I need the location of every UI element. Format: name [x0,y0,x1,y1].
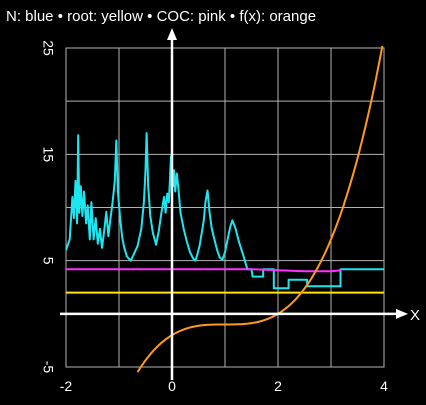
x-axis-label: X [410,307,420,324]
x-axis-arrow [396,308,408,319]
chart-title: N: blue • root: yellow • COC: pink • f(x… [6,8,316,25]
x-tick-label: -2 [60,378,73,394]
series-line-f-x [136,45,384,373]
x-tick-label: 0 [168,378,176,394]
y-tick-label: -5 [40,361,56,374]
y-tick-label: 5 [40,257,56,265]
series-line-n [65,132,384,290]
tick-labels: -2 0 2 4 -5 5 15 25 [40,40,388,394]
axes: X [60,28,420,380]
x-tick-label: 4 [380,378,388,394]
y-tick-label: 15 [40,147,56,163]
y-tick-label: 25 [40,40,56,56]
y-axis-arrow [167,28,177,40]
x-tick-label: 2 [274,378,282,394]
series-layer [65,45,384,373]
series-line-coc [66,268,342,273]
